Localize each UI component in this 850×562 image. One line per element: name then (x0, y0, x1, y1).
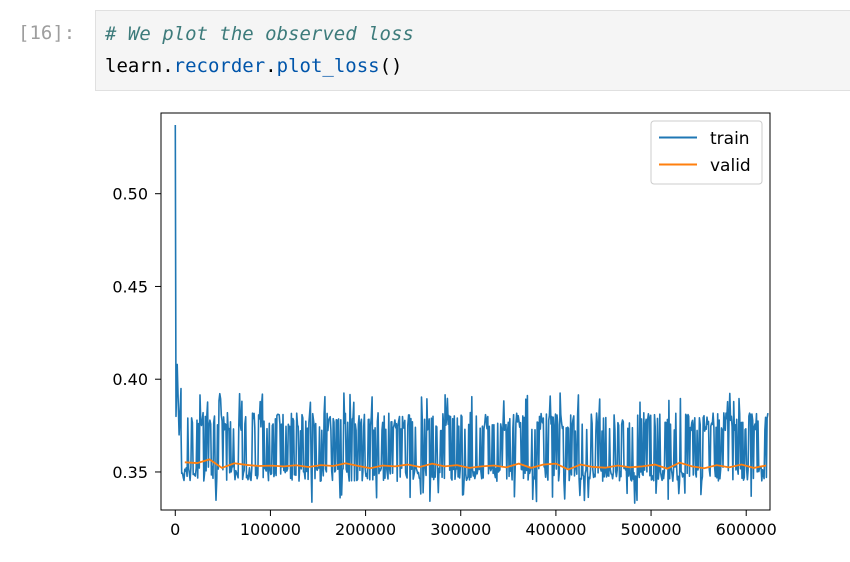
loss-plot: 0 100000 200000 300000 400000 500000 600000 0.… (112, 112, 777, 539)
x-tick-label: 100000 (240, 520, 301, 539)
x-tick-label: 500000 (621, 520, 682, 539)
code-token-plot-loss: plot_loss (276, 55, 380, 77)
code-token-call: () (379, 55, 403, 77)
y-tick-label: 0.40 (112, 370, 148, 389)
code-token-dot: . (265, 55, 277, 77)
y-tick-label: 0.35 (112, 463, 148, 482)
code-token-recorder: recorder (173, 55, 266, 77)
legend-train-label: train (710, 129, 750, 149)
train-loss-line (174, 125, 769, 504)
code-token-learn: learn (105, 55, 163, 77)
x-tick-label: 400000 (525, 520, 586, 539)
y-axis-ticks: 0.35 0.40 0.45 0.50 (112, 185, 161, 482)
x-tick-label: 0 (170, 520, 180, 539)
y-tick-label: 0.50 (112, 185, 148, 204)
valid-series (184, 458, 767, 471)
y-tick-label: 0.45 (112, 277, 148, 296)
x-axis-ticks: 0 100000 200000 300000 400000 500000 600000 (170, 510, 777, 539)
legend-valid-label: valid (710, 156, 751, 176)
x-tick-label: 200000 (335, 520, 396, 539)
code-cell-input[interactable]: # We plot the observed loss learn.record… (95, 10, 850, 91)
cell-prompt: [16]: (18, 22, 76, 44)
plot-frame (160, 112, 771, 511)
legend: train valid (650, 120, 763, 185)
valid-loss-line (184, 458, 767, 471)
x-tick-label: 600000 (716, 520, 777, 539)
code-token-dot: . (162, 55, 174, 77)
train-series (174, 125, 769, 504)
code-comment: # We plot the observed loss (105, 23, 414, 45)
x-tick-label: 300000 (430, 520, 491, 539)
code-statement: learn.recorder.plot_loss() (105, 55, 402, 77)
